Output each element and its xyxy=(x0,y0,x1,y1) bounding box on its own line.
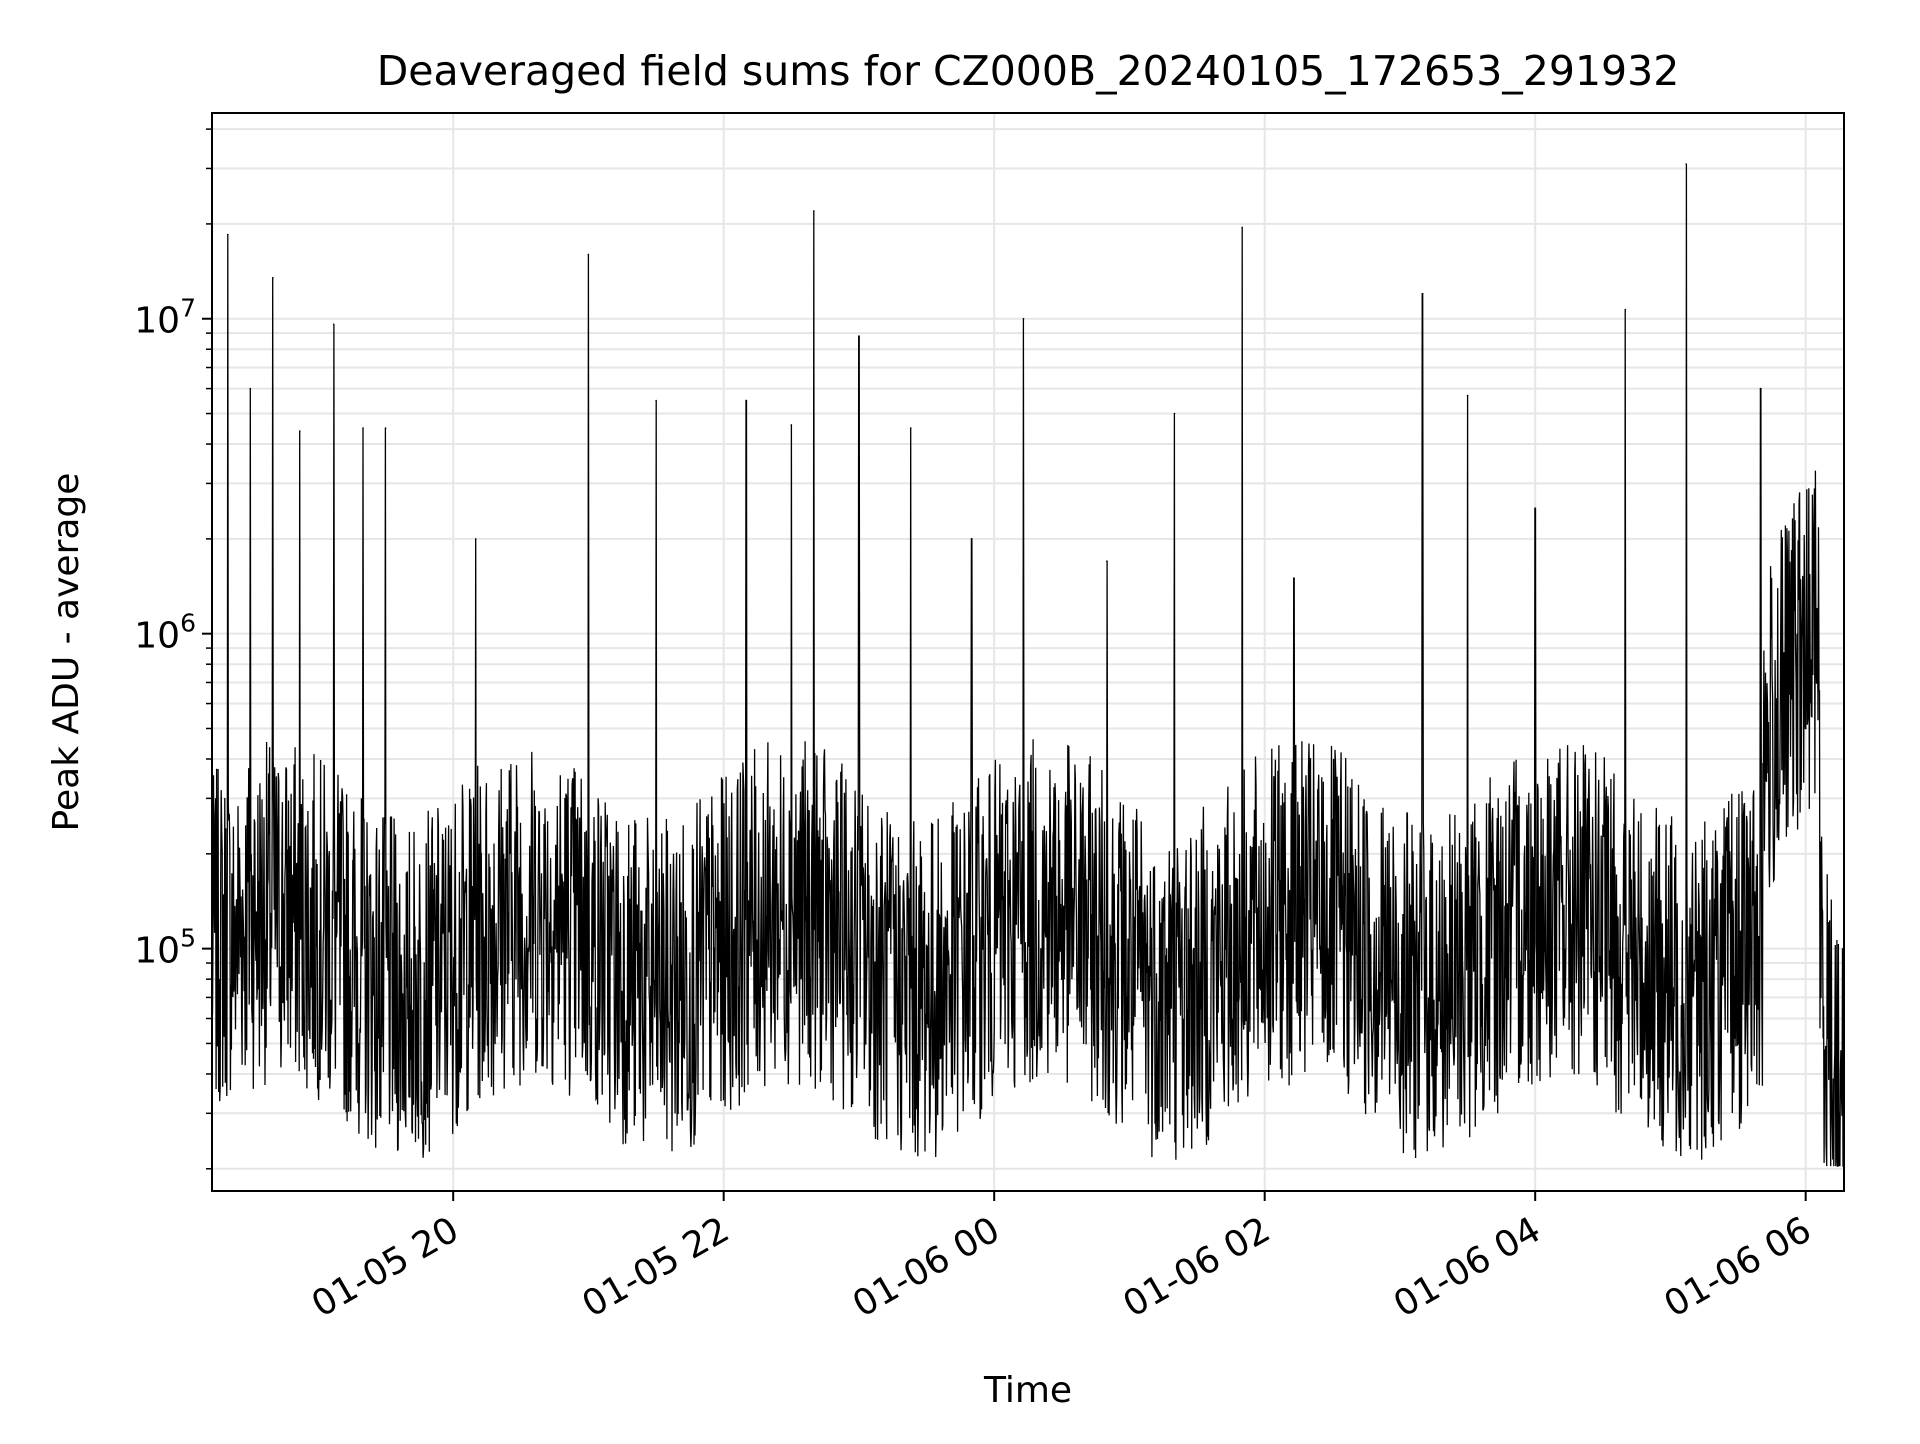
data-point xyxy=(1816,607,1818,610)
data-point xyxy=(858,335,860,338)
data-point xyxy=(384,427,387,429)
x-axis-label: Time xyxy=(983,1370,1072,1411)
x-tick-label: 01-06 02 xyxy=(1117,1209,1278,1325)
data-point xyxy=(1354,1017,1356,1020)
y-axis-label: Peak ADU - average xyxy=(46,473,87,832)
x-tick-label: 01-05 20 xyxy=(305,1209,466,1325)
data-point xyxy=(1022,317,1025,320)
data-point xyxy=(1804,727,1807,730)
data-point xyxy=(1685,163,1687,165)
data-point xyxy=(299,430,301,432)
x-tick-label: 01-06 00 xyxy=(846,1209,1007,1325)
data-point xyxy=(407,1017,409,1020)
data-point xyxy=(227,233,229,236)
plot-frame xyxy=(211,112,1845,1192)
data-point xyxy=(910,427,912,429)
ticks-layer: 105 106 107 01-05 20 01-05 22 01-06 00 01-06 0… xyxy=(134,128,1819,1326)
data-point xyxy=(1293,577,1295,579)
data-point xyxy=(655,399,657,402)
data-point xyxy=(1624,308,1627,311)
data-point xyxy=(1466,394,1469,397)
data-point xyxy=(1759,387,1762,390)
data-point xyxy=(1173,412,1176,415)
data-point xyxy=(272,276,274,279)
data-point xyxy=(1421,293,1424,295)
series-line xyxy=(211,163,1845,1167)
data-point xyxy=(249,387,252,390)
data-point xyxy=(1534,507,1536,510)
data-point xyxy=(1061,978,1063,980)
y-tick-label: 106 xyxy=(134,609,196,657)
data-point xyxy=(474,538,477,540)
data-point xyxy=(1241,226,1243,229)
data-point xyxy=(970,538,973,540)
y-tick-label: 105 xyxy=(134,924,196,972)
data-point xyxy=(790,424,793,426)
data-point xyxy=(233,962,236,964)
x-tick-label: 01-06 04 xyxy=(1387,1209,1548,1325)
data-point xyxy=(813,210,815,212)
data-point xyxy=(362,427,364,429)
data-point xyxy=(332,323,335,326)
chart-title: Deaveraged field sums for CZ000B_2024010… xyxy=(377,47,1680,95)
y-tick-label: 107 xyxy=(134,294,196,342)
data-point xyxy=(587,253,590,256)
x-tick-label: 01-06 06 xyxy=(1658,1209,1819,1325)
x-tick-label: 01-05 22 xyxy=(576,1209,737,1325)
data-point xyxy=(1838,1112,1841,1115)
data-point xyxy=(745,399,747,402)
data-point xyxy=(1106,560,1108,562)
